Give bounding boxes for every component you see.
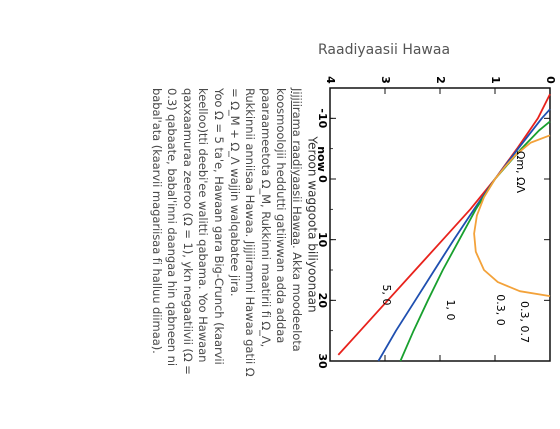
legend-header: Ωm, ΩΛ <box>514 151 527 194</box>
series-line <box>399 120 551 362</box>
x-tick-label: 10 <box>316 232 329 248</box>
y-tick-label: 4 <box>324 76 337 84</box>
x-tick-label: 0 <box>316 175 329 183</box>
now-label: now <box>315 146 328 172</box>
plot-frame <box>329 87 551 362</box>
y-tick-label: 0 <box>544 76 557 84</box>
x-tick-label: -10 <box>316 108 329 128</box>
x-axis-label: Yeroon waggoota biliyoonaan <box>306 135 320 312</box>
series-line <box>337 93 551 356</box>
x-tick-label: 30 <box>316 353 329 369</box>
series-label: 0.3, 0.7 <box>518 301 531 343</box>
series-line <box>473 134 551 297</box>
y-tick-label: 3 <box>379 76 392 84</box>
card-title: Raadiyaasii Hawaa <box>318 42 451 58</box>
y-tick-label: 1 <box>489 76 502 84</box>
x-tick-label: 20 <box>316 293 329 309</box>
y-tick-label: 2 <box>434 76 447 84</box>
series-label: 0.3, 0 <box>494 294 507 326</box>
series-label: 5, 0 <box>380 285 393 306</box>
series-line <box>377 108 551 362</box>
series-label: 1, 0 <box>444 300 457 321</box>
